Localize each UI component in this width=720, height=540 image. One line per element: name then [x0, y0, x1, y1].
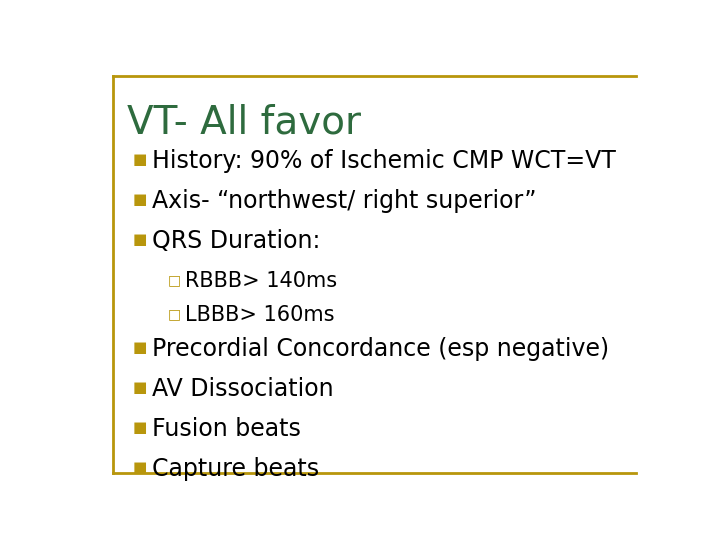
Text: History: 90% of Ischemic CMP WCT=VT: History: 90% of Ischemic CMP WCT=VT [152, 149, 616, 173]
Text: LBBB> 160ms: LBBB> 160ms [184, 305, 334, 325]
Text: ■: ■ [132, 380, 147, 395]
Text: RBBB> 140ms: RBBB> 140ms [184, 271, 337, 291]
Text: QRS Duration:: QRS Duration: [152, 229, 320, 253]
Text: Precordial Concordance (esp negative): Precordial Concordance (esp negative) [152, 337, 609, 361]
Text: Capture beats: Capture beats [152, 457, 319, 481]
Text: Axis- “northwest/ right superior”: Axis- “northwest/ right superior” [152, 189, 536, 213]
Text: ■: ■ [132, 192, 147, 207]
Text: ■: ■ [132, 340, 147, 355]
Text: ■: ■ [132, 460, 147, 475]
Text: AV Dissociation: AV Dissociation [152, 377, 333, 401]
Text: ■: ■ [132, 232, 147, 247]
Text: VT- All favor: VT- All favor [127, 103, 361, 141]
Text: ■: ■ [132, 420, 147, 435]
Text: ■: ■ [132, 152, 147, 167]
Text: □: □ [168, 273, 181, 287]
Text: Fusion beats: Fusion beats [152, 417, 301, 441]
Text: □: □ [168, 307, 181, 321]
